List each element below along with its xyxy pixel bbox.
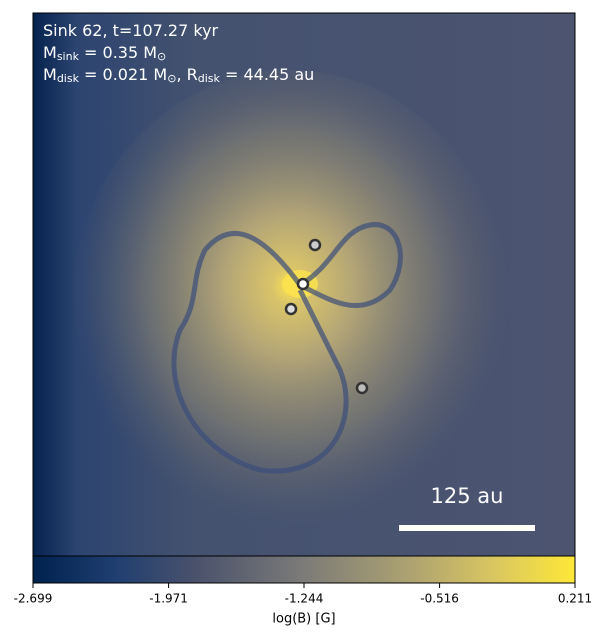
sink [355, 381, 369, 395]
sink [296, 277, 310, 291]
info-line: Sink 62, t=107.27 kyr [43, 21, 219, 40]
subscript: disk [57, 72, 80, 85]
info-text-part: M [43, 43, 57, 62]
info-text-part: , R [176, 65, 197, 84]
colorbar [32, 555, 576, 584]
subscript: ⊙ [157, 50, 166, 63]
info-text-part: Sink 62, t=107.27 kyr [43, 21, 219, 40]
sink-markers [284, 238, 369, 395]
subscript: disk [198, 72, 221, 85]
colorbar-tick-label: -0.516 [420, 592, 459, 606]
info-text-part: = 0.35 M [79, 43, 157, 62]
colorbar-ticks: -2.699 -1.971 -1.244 -0.516 0.211 [14, 583, 592, 606]
colorbar-label: log(B) [G] [272, 612, 335, 627]
sink [284, 302, 298, 316]
subscript: sink [57, 50, 80, 63]
info-text-part: M [43, 65, 57, 84]
colorbar-tick-label: -2.699 [14, 592, 53, 606]
info-line: Msink = 0.35 M⊙ [43, 43, 166, 64]
colorbar-tick-label: 0.211 [558, 592, 592, 606]
colorbar-tick-label: -1.971 [149, 592, 188, 606]
info-text-part: = 44.45 au [220, 65, 314, 84]
sink [308, 238, 322, 252]
info-line: Mdisk = 0.021 M⊙, Rdisk = 44.45 au [43, 65, 314, 86]
scale-bar [399, 525, 535, 531]
info-text-part: = 0.021 M [79, 65, 167, 84]
subscript: ⊙ [167, 72, 176, 85]
colorbar-tick-label: -1.244 [285, 592, 324, 606]
scale-bar-label: 125 au [431, 484, 504, 508]
